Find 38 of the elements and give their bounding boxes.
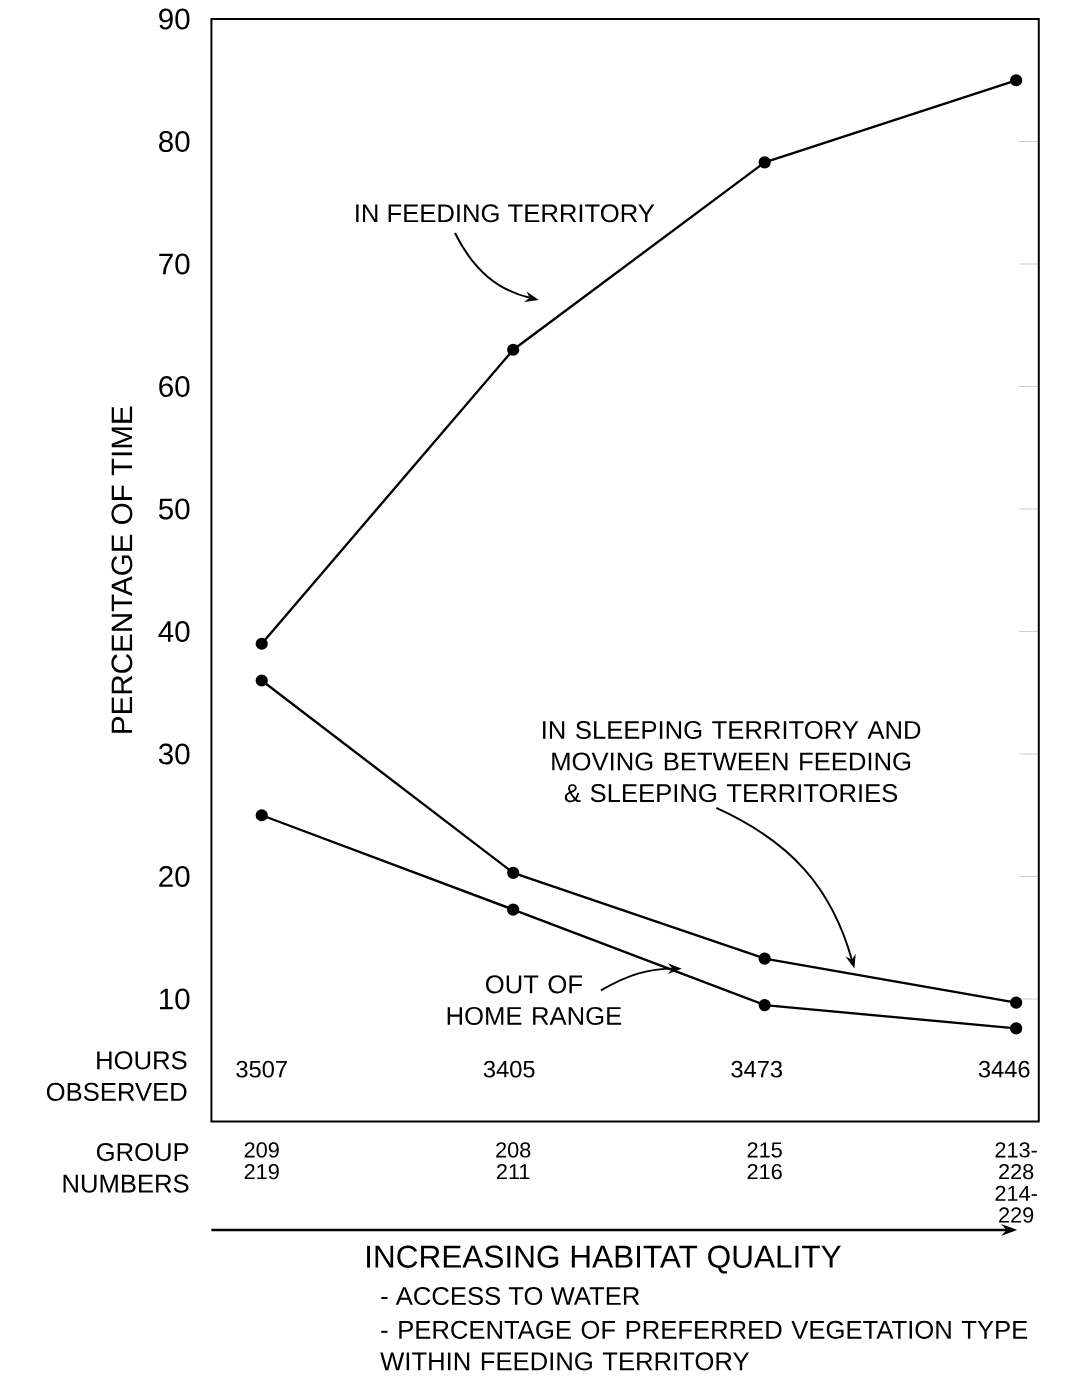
point — [1009, 1022, 1023, 1035]
y-tick-label: 50 — [158, 498, 190, 520]
point — [758, 952, 771, 965]
point — [758, 998, 771, 1012]
point — [1009, 996, 1023, 1009]
series-label: OUT OF HOME RANGE — [447, 975, 621, 1026]
text: GROUP NUMBERS — [63, 1142, 189, 1193]
point — [1009, 74, 1023, 87]
point — [758, 156, 771, 169]
point — [506, 866, 520, 879]
y-axis-title: PERCENTAGE OF TIME — [111, 406, 133, 733]
point — [506, 343, 520, 356]
text: - ACCESS TO WATER — [381, 1286, 639, 1306]
x-tick-label: 213-228 214-229 — [995, 1142, 1037, 1223]
text: HOURS OBSERVED — [46, 1051, 187, 1101]
point — [255, 674, 268, 687]
y-tick-label: 80 — [158, 131, 190, 152]
y-tick-label: 90 — [158, 8, 190, 30]
series-label: IN FEEDING TERRITORY — [355, 204, 655, 223]
text: - PERCENTAGE OF PREFERRED VEGETATION TYPE WITHIN FEEDING TERRITORY — [380, 1320, 1027, 1371]
point — [255, 637, 268, 650]
y-tick-label: 70 — [159, 253, 190, 275]
text: IN SLEEPING TERRITORY AND MOVING BETWEEN FEEDING & SLEEPING TERRITORIES — [542, 720, 921, 803]
y-tick-label: 20 — [159, 866, 190, 887]
y-tick-label: 40 — [158, 621, 190, 642]
y-tick-label: 30 — [158, 743, 190, 765]
annotation: 3405 — [483, 1060, 535, 1078]
x-tick-label: 208 211 — [496, 1142, 531, 1180]
y-tick-label: 10 — [159, 988, 190, 1010]
y-tick-label: 60 — [159, 376, 190, 397]
annotation: 3473 — [731, 1060, 782, 1078]
point — [506, 903, 520, 916]
annotation: 3507 — [236, 1060, 287, 1078]
x-tick-label: 209 219 — [244, 1142, 279, 1180]
point — [255, 809, 268, 822]
x-tick-label: 215 216 — [747, 1142, 782, 1180]
annotation: 3446 — [978, 1060, 1030, 1078]
text: INCREASING HABITAT QUALITY — [366, 1245, 841, 1274]
